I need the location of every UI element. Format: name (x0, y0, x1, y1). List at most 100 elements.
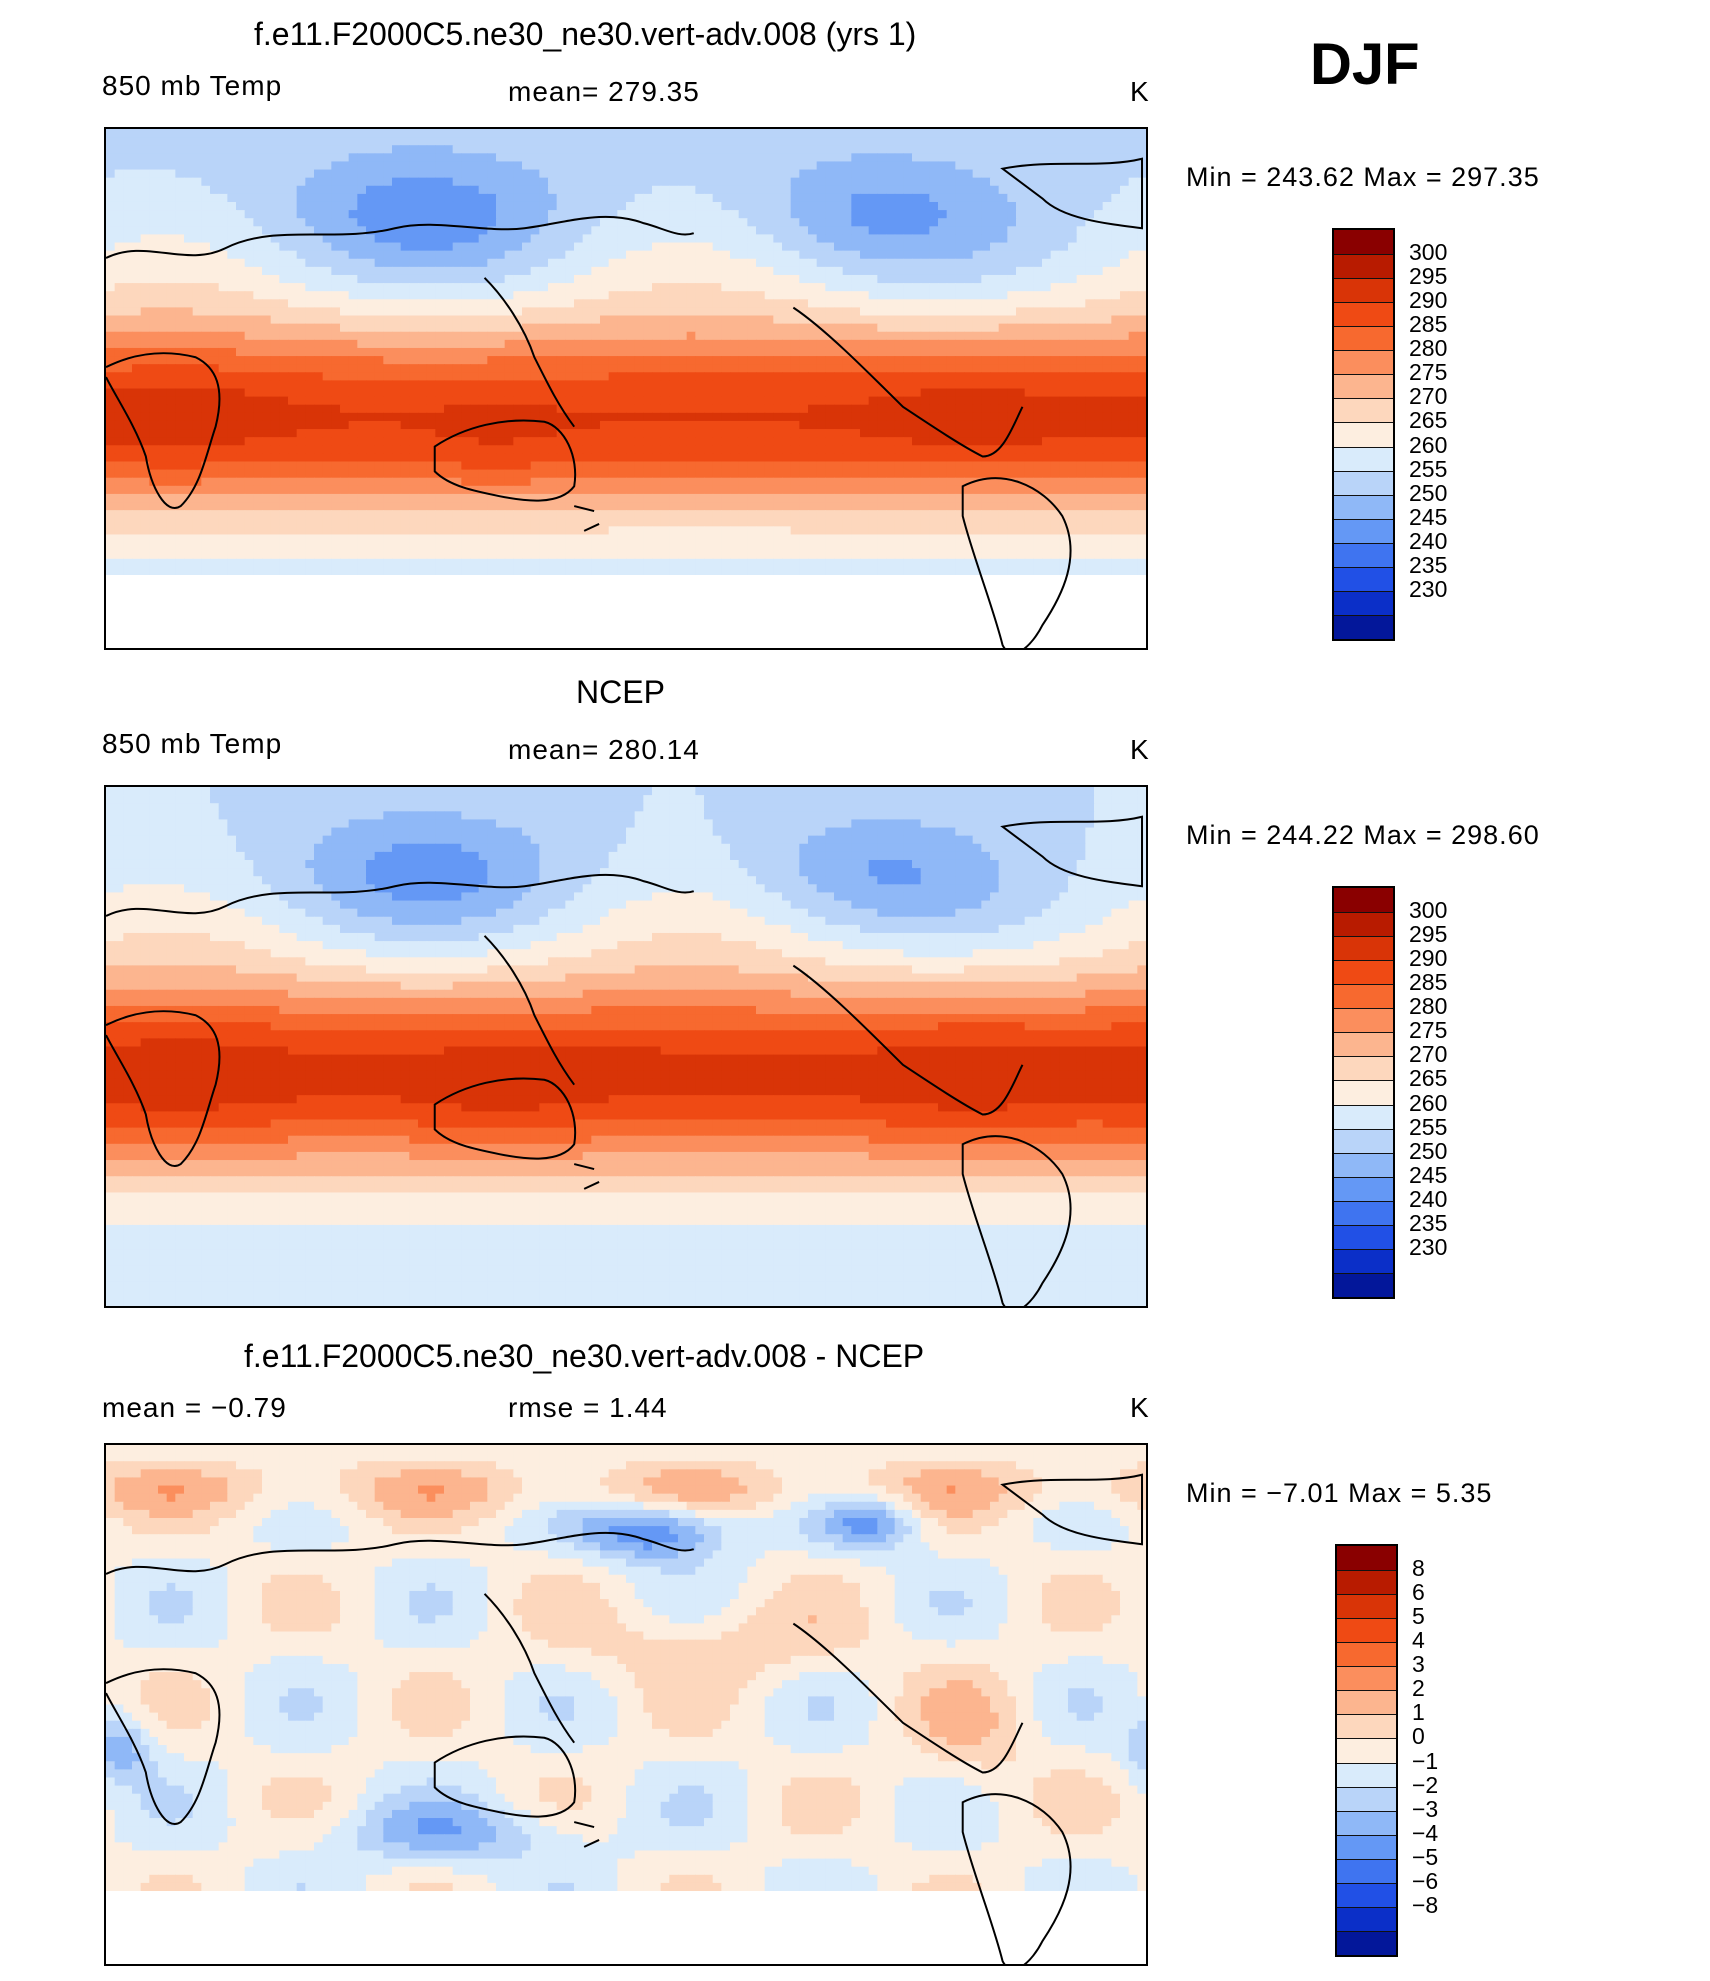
contour-cell (218, 234, 228, 244)
contour-cell (1085, 412, 1095, 422)
contour-cell (296, 201, 306, 211)
contour-cell (626, 129, 636, 138)
contour-cell (816, 210, 826, 219)
contour-cell (946, 372, 956, 381)
contour-cell (1007, 412, 1017, 422)
contour-cell (842, 177, 852, 187)
contour-cell (496, 429, 506, 438)
contour-cell (920, 323, 930, 333)
contour-cell (192, 299, 202, 309)
contour-cell (634, 250, 644, 260)
contour-cell (600, 412, 610, 422)
contour-cell (461, 380, 471, 390)
contour-cell (530, 218, 540, 227)
contour-cell (227, 226, 237, 236)
contour-cell (1042, 210, 1052, 219)
contour-cell (894, 315, 904, 325)
contour-cell (912, 193, 922, 203)
contour-cell (253, 364, 263, 373)
contour-cell (808, 137, 818, 146)
contour-cell (1094, 226, 1104, 236)
contour-cell (392, 331, 402, 341)
contour-cell (166, 226, 176, 236)
contour-cell (158, 299, 168, 309)
contour-cell (617, 380, 627, 390)
contour-cell (678, 356, 688, 365)
contour-cell (444, 234, 454, 244)
contour-cell (808, 193, 818, 203)
contour-cell (1076, 396, 1086, 406)
contour-cell (123, 169, 133, 179)
contour-cell (522, 266, 532, 276)
contour-cell (825, 242, 835, 252)
contour-cell (201, 291, 211, 300)
contour-cell (132, 161, 142, 171)
contour-cell (1102, 226, 1112, 236)
contour-cell (955, 356, 965, 365)
contour-cell (1033, 396, 1043, 406)
contour-cell (236, 380, 246, 390)
contour-cell (400, 226, 410, 236)
contour-cell (305, 420, 315, 430)
contour-cell (582, 201, 592, 211)
contour-cell (608, 429, 618, 438)
contour-cell (314, 242, 324, 252)
contour-cell (331, 193, 341, 203)
contour-cell (158, 396, 168, 406)
contour-cell (591, 193, 601, 203)
contour-cell (799, 388, 809, 398)
contour-cell (435, 380, 445, 390)
contour-cell (886, 266, 896, 276)
contour-cell (357, 153, 367, 163)
contour-cell (652, 291, 662, 300)
contour-cell (851, 299, 861, 309)
contour-cell (444, 364, 454, 373)
contour-cell (721, 201, 731, 211)
contour-cell (1068, 380, 1078, 390)
contour-cell (539, 356, 549, 365)
contour-cell (227, 356, 237, 365)
contour-cell (513, 242, 523, 252)
contour-cell (400, 404, 410, 414)
contour-cell (357, 347, 367, 357)
contour-cell (643, 291, 653, 300)
contour-cell (955, 339, 965, 349)
contour-cell (461, 129, 471, 138)
contour-cell (669, 153, 679, 163)
contour-cell (461, 218, 471, 227)
contour-cell (478, 210, 488, 219)
contour-cell (704, 177, 714, 187)
contour-cell (409, 404, 419, 414)
contour-cell (184, 177, 194, 187)
contour-cell (1016, 380, 1026, 390)
contour-cell (1137, 339, 1146, 349)
contour-cell (955, 299, 965, 309)
contour-cell (192, 372, 202, 381)
contour-cell (773, 210, 783, 219)
contour-cell (409, 299, 419, 309)
contour-cell (504, 388, 514, 398)
contour-cell (426, 380, 436, 390)
contour-cell (548, 218, 558, 227)
contour-cell (591, 364, 601, 373)
contour-cell (747, 347, 757, 357)
contour-cell (600, 323, 610, 333)
contour-cell (695, 307, 705, 317)
contour-cell (643, 429, 653, 438)
contour-cell (218, 274, 228, 284)
contour-cell (756, 396, 766, 406)
contour-cell (487, 161, 497, 171)
contour-cell (712, 412, 722, 422)
contour-cell (270, 420, 280, 430)
contour-cell (686, 266, 696, 276)
contour-cell (400, 412, 410, 422)
contour-cell (522, 291, 532, 300)
contour-cell (652, 437, 662, 446)
contour-cell (244, 453, 254, 463)
contour-cell (634, 299, 644, 309)
contour-cell (192, 315, 202, 325)
contour-cell (582, 161, 592, 171)
contour-cell (1007, 339, 1017, 349)
contour-cell (470, 193, 480, 203)
contour-cell (747, 234, 757, 244)
